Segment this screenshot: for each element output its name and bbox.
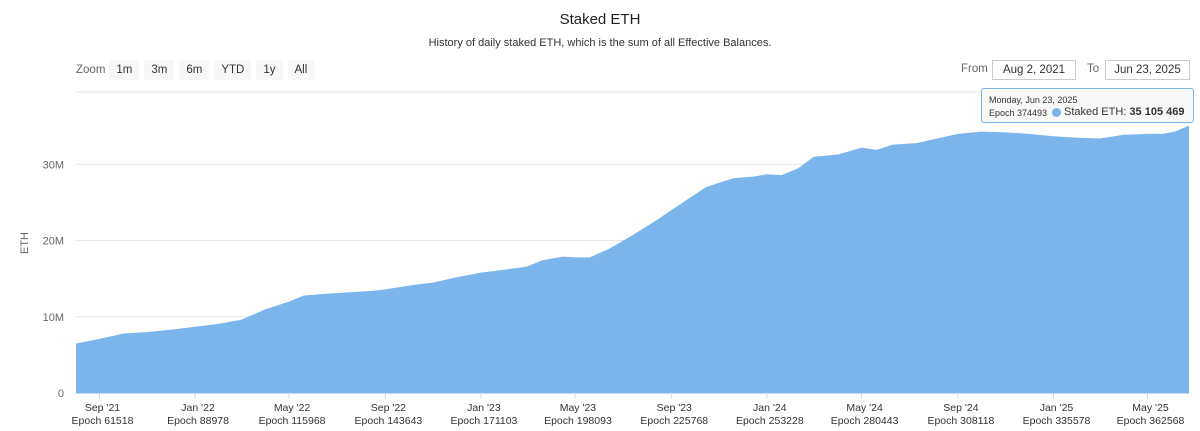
zoom-controls: Zoom 1m 3m 6m YTD 1y All — [76, 60, 319, 80]
y-tick-label: 0 — [58, 388, 64, 400]
y-tick-label: 30M — [43, 159, 64, 171]
tooltip-date: Monday, Jun 23, 2025 — [989, 95, 1078, 105]
tooltip-series-label: Staked ETH: — [1064, 106, 1130, 118]
range-from-input[interactable]: Aug 2, 2021 — [992, 60, 1076, 80]
x-tick-epoch-label: Epoch 280443 — [831, 415, 899, 427]
chart-subtitle: History of daily staked ETH, which is th… — [428, 37, 772, 49]
zoom-ytd-button[interactable]: YTD — [214, 60, 252, 80]
y-axis-title: ETH — [19, 232, 31, 254]
tooltip-series-marker — [1052, 108, 1061, 117]
tooltip-value: 35 105 469 — [1129, 106, 1185, 118]
x-tick-label: Jan '22 — [181, 402, 215, 414]
x-tick-label: May '22 — [274, 402, 311, 414]
x-tick-epoch-label: Epoch 253228 — [736, 415, 804, 427]
x-tick-epoch-label: Epoch 198093 — [544, 415, 612, 427]
chart-title: Staked ETH — [559, 11, 641, 28]
range-from-label: From — [961, 63, 988, 75]
range-to-label: To — [1087, 63, 1100, 75]
x-tick-epoch-label: Epoch 115968 — [259, 415, 326, 427]
x-tick-label: Jan '25 — [1040, 402, 1074, 414]
x-tick-epoch-label: Epoch 225768 — [640, 415, 708, 427]
x-tick-label: May '23 — [560, 402, 597, 414]
area-layer — [76, 125, 1189, 393]
x-tick-epoch-label: Epoch 171103 — [450, 415, 517, 427]
y-tick-label: 20M — [43, 236, 64, 248]
x-tick-label: Sep '23 — [657, 402, 692, 414]
zoom-all-button[interactable]: All — [287, 60, 315, 80]
x-tick-epoch-label: Epoch 362568 — [1117, 415, 1185, 427]
zoom-1y-button[interactable]: 1y — [256, 60, 283, 80]
x-tick-label: Jan '24 — [753, 402, 787, 414]
x-tick-label: Jan '23 — [467, 402, 501, 414]
zoom-3m-button[interactable]: 3m — [144, 60, 175, 80]
x-tick-epoch-label: Epoch 61518 — [72, 415, 134, 427]
zoom-6m-button[interactable]: 6m — [179, 60, 210, 80]
zoom-1m-button[interactable]: 1m — [109, 60, 140, 80]
x-tick-epoch-label: Epoch 335578 — [1023, 415, 1091, 427]
x-tick-epoch-label: Epoch 88978 — [167, 415, 229, 427]
y-tick-label: 10M — [43, 312, 64, 324]
zoom-label: Zoom — [76, 64, 106, 76]
x-tick-label: May '25 — [1132, 402, 1169, 414]
x-tick-label: Sep '22 — [371, 402, 406, 414]
x-tick-epoch-label: Epoch 143643 — [355, 415, 423, 427]
x-tick-epoch-label: Epoch 308118 — [927, 415, 994, 427]
x-tick-label: Sep '21 — [85, 402, 120, 414]
data-tooltip: Monday, Jun 23, 2025 Epoch 374493 Staked… — [981, 88, 1194, 123]
x-tick-label: Sep '24 — [943, 402, 978, 414]
range-to-input[interactable]: Jun 23, 2025 — [1105, 60, 1190, 80]
tooltip-series: Staked ETH: 35 105 469 — [1064, 106, 1184, 118]
x-tick-label: May '24 — [846, 402, 883, 414]
tooltip-epoch: Epoch 374493 — [989, 108, 1048, 118]
staked-eth-area — [76, 125, 1189, 393]
